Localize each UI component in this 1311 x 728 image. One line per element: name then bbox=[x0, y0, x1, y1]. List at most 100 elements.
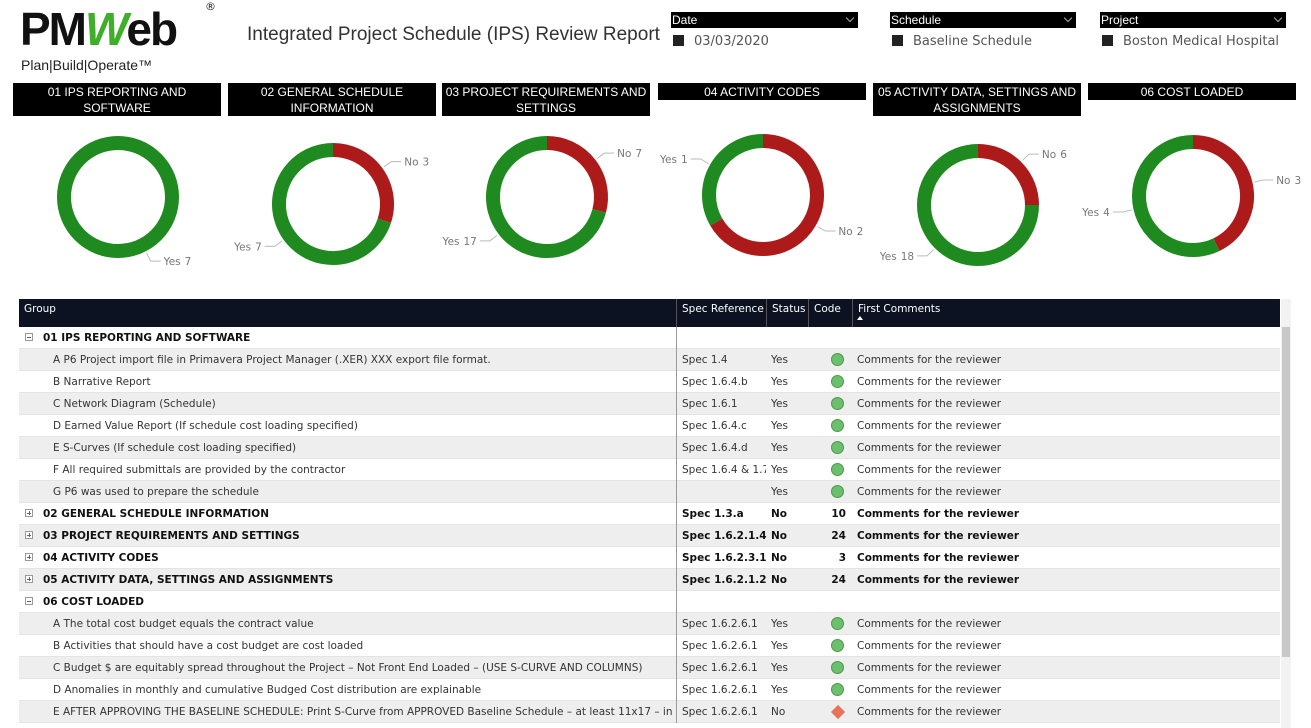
leader-line bbox=[917, 249, 934, 257]
detail-row: D Anomalies in monthly and cumulative Bu… bbox=[19, 679, 1280, 701]
code-cell bbox=[808, 635, 852, 656]
data-label: Yes 1 bbox=[659, 154, 688, 166]
status-icon bbox=[831, 375, 844, 388]
code-cell bbox=[808, 679, 852, 700]
item-name: G P6 was used to prepare the schedule bbox=[53, 486, 259, 498]
expand-toggle[interactable] bbox=[25, 509, 33, 517]
item-name: F All required submittals are provided b… bbox=[53, 464, 346, 476]
status-cell: No bbox=[771, 552, 788, 564]
label-category: Yes bbox=[1081, 207, 1099, 219]
label-category: Yes bbox=[233, 241, 251, 253]
status-cell: Yes bbox=[771, 354, 788, 366]
column-header[interactable]: Spec Reference bbox=[676, 299, 766, 327]
leader-line bbox=[690, 158, 709, 164]
status-cell bbox=[766, 591, 808, 612]
column-header[interactable]: Code bbox=[808, 299, 852, 327]
status-cell: Yes bbox=[771, 640, 788, 652]
scrollbar-thumb[interactable] bbox=[1282, 327, 1290, 657]
group-name: 02 GENERAL SCHEDULE INFORMATION bbox=[43, 508, 269, 520]
spec-cell: Spec 1.6.2.1.4 bbox=[676, 525, 766, 547]
spec-cell: Spec 1.6.2.3.1 bbox=[676, 547, 766, 569]
label-category: Yes bbox=[659, 154, 677, 166]
label-value: 6 bbox=[1060, 149, 1067, 161]
label-category: No bbox=[617, 148, 631, 160]
data-label: No 3 bbox=[404, 157, 429, 169]
group-name: 04 ACTIVITY CODES bbox=[43, 552, 159, 564]
expand-toggle[interactable] bbox=[25, 333, 33, 341]
comments-cell: Comments for the reviewer bbox=[857, 552, 1020, 564]
comments-cell: Comments for the reviewer bbox=[857, 486, 1002, 498]
donut-charts: Yes 7 No 3 Yes 7 No 7 Yes 17 No 2 Yes 1 No 6 Yes 18 No 3 Yes… bbox=[57, 134, 1301, 268]
leader-line bbox=[1254, 179, 1274, 183]
chart-title: 04 ACTIVITY CODES bbox=[658, 83, 866, 100]
comments-cell: Comments for the reviewer bbox=[857, 354, 1002, 366]
donut-segment bbox=[710, 134, 824, 256]
code-cell bbox=[808, 349, 852, 370]
status-cell: Yes bbox=[771, 398, 788, 410]
label-value: 7 bbox=[255, 241, 262, 253]
donut-segment bbox=[272, 143, 392, 265]
code-cell: 24 bbox=[831, 530, 846, 542]
spec-cell: Spec 1.6.2.6.1 bbox=[676, 635, 766, 657]
status-cell: Yes bbox=[771, 464, 788, 476]
status-icon bbox=[831, 353, 844, 366]
spec-cell: Spec 1.6.2.6.1 bbox=[676, 701, 766, 723]
data-label: Yes 18 bbox=[879, 251, 914, 263]
report-title: Integrated Project Schedule (IPS) Review… bbox=[247, 24, 660, 45]
spec-cell: Spec 1.6.1 bbox=[676, 393, 766, 415]
tagline: Plan|Build|Operate™ bbox=[21, 57, 153, 73]
expand-toggle[interactable] bbox=[25, 553, 33, 561]
expand-toggle[interactable] bbox=[25, 531, 33, 539]
status-icon bbox=[831, 617, 844, 630]
donut-segment bbox=[1132, 135, 1220, 257]
detail-row: A P6 Project import file in Primavera Pr… bbox=[19, 349, 1280, 371]
column-header[interactable]: Group bbox=[24, 303, 56, 315]
comments-cell: Comments for the reviewer bbox=[857, 376, 1002, 388]
filter-checkbox[interactable] bbox=[1102, 35, 1113, 46]
label-value: 3 bbox=[1294, 175, 1301, 187]
label-value: 3 bbox=[423, 157, 430, 169]
comments-cell bbox=[852, 591, 1280, 612]
filter-dropdown[interactable]: Project bbox=[1100, 12, 1286, 28]
item-name: A P6 Project import file in Primavera Pr… bbox=[53, 354, 491, 366]
filter-value: 03/03/2020 bbox=[694, 34, 769, 49]
spec-cell: Spec 1.6.2.6.1 bbox=[676, 679, 766, 701]
label-category: Yes bbox=[163, 256, 181, 268]
logo-part: eb bbox=[126, 3, 178, 55]
status-cell: Yes bbox=[771, 420, 788, 432]
leader-line bbox=[1112, 209, 1132, 213]
filter-dropdown[interactable]: Schedule bbox=[890, 12, 1076, 28]
status-cell: No bbox=[771, 706, 786, 718]
code-cell bbox=[808, 591, 852, 612]
code-cell bbox=[808, 415, 852, 436]
status-icon bbox=[831, 683, 844, 696]
leader-line bbox=[479, 234, 498, 242]
column-header[interactable]: First Comments bbox=[852, 299, 1280, 327]
status-cell: Yes bbox=[771, 618, 788, 630]
leader-line bbox=[146, 252, 161, 262]
table-header: Group Spec Reference Status Code First Comme… bbox=[19, 299, 1280, 327]
group-name: 03 PROJECT REQUIREMENTS AND SETTINGS bbox=[43, 530, 300, 542]
group-name: 01 IPS REPORTING AND SOFTWARE bbox=[43, 332, 251, 344]
comments-cell: Comments for the reviewer bbox=[857, 640, 1002, 652]
group-row: 01 IPS REPORTING AND SOFTWARE bbox=[19, 327, 1280, 349]
chart-title: 06 COST LOADED bbox=[1088, 83, 1296, 100]
expand-toggle[interactable] bbox=[25, 597, 33, 605]
code-cell: 10 bbox=[831, 508, 846, 520]
filter-checkbox[interactable] bbox=[673, 35, 684, 46]
label-category: Yes bbox=[442, 236, 460, 248]
column-header[interactable]: Status bbox=[766, 299, 808, 327]
filter-checkbox[interactable] bbox=[892, 35, 903, 46]
leader-line bbox=[383, 161, 402, 168]
expand-toggle[interactable] bbox=[25, 575, 33, 583]
detail-row: C Budget $ are equitably spread througho… bbox=[19, 657, 1280, 679]
spec-cell: Spec 1.6.4.b bbox=[676, 371, 766, 393]
donut-segment bbox=[977, 144, 1039, 206]
code-cell: 24 bbox=[831, 574, 846, 586]
comments-cell: Comments for the reviewer bbox=[857, 662, 1002, 674]
label-category: Yes bbox=[879, 251, 897, 263]
filter-dropdown[interactable]: Date bbox=[671, 12, 858, 28]
logo: PMWeb bbox=[20, 2, 178, 56]
data-label: Yes 17 bbox=[442, 236, 477, 248]
table: Group Spec Reference Status Code First Comme… bbox=[19, 299, 1291, 728]
